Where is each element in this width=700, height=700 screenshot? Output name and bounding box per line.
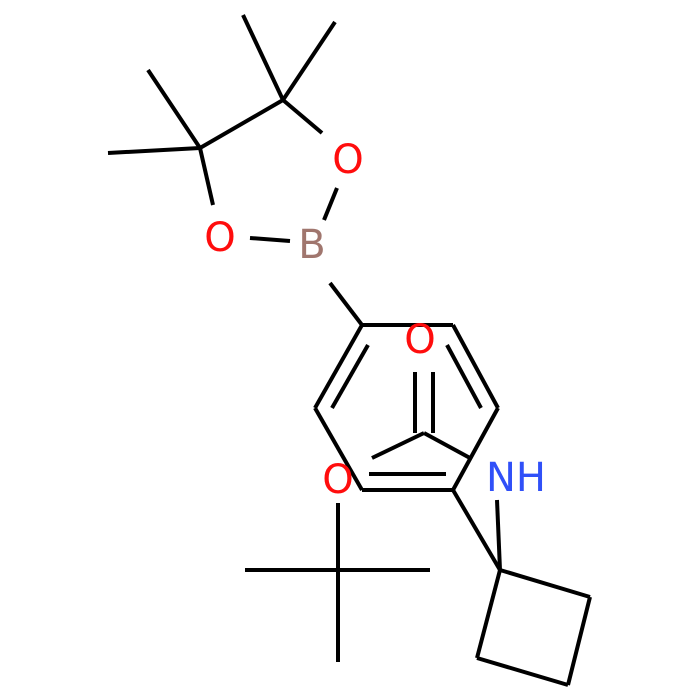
bond (328, 281, 364, 327)
atom-label: O (404, 317, 435, 363)
bond (249, 236, 291, 243)
bond (371, 431, 425, 460)
bond (499, 568, 591, 599)
bond (281, 20, 337, 102)
bond (330, 344, 370, 409)
atom-label: O (322, 457, 353, 503)
atom-label: O (204, 215, 235, 261)
bond (198, 98, 285, 150)
bond (146, 68, 202, 150)
bond (313, 407, 364, 491)
atom-label: O (332, 137, 363, 183)
bond (476, 656, 569, 687)
bonds (107, 14, 592, 687)
bond (281, 98, 324, 135)
bond (566, 596, 592, 686)
bond (423, 431, 471, 460)
bond (495, 499, 502, 571)
bond (475, 569, 502, 659)
bond (313, 324, 364, 409)
bond (198, 147, 215, 206)
bond (451, 488, 502, 572)
bond (322, 187, 339, 221)
bond (107, 146, 201, 155)
atom-labels: O O B O O NH (204, 137, 546, 503)
bond (451, 324, 500, 409)
atom-label: NH (486, 455, 546, 501)
atom-label: B (298, 222, 325, 268)
bond (241, 14, 285, 101)
bond (445, 344, 483, 409)
bond (451, 407, 500, 491)
